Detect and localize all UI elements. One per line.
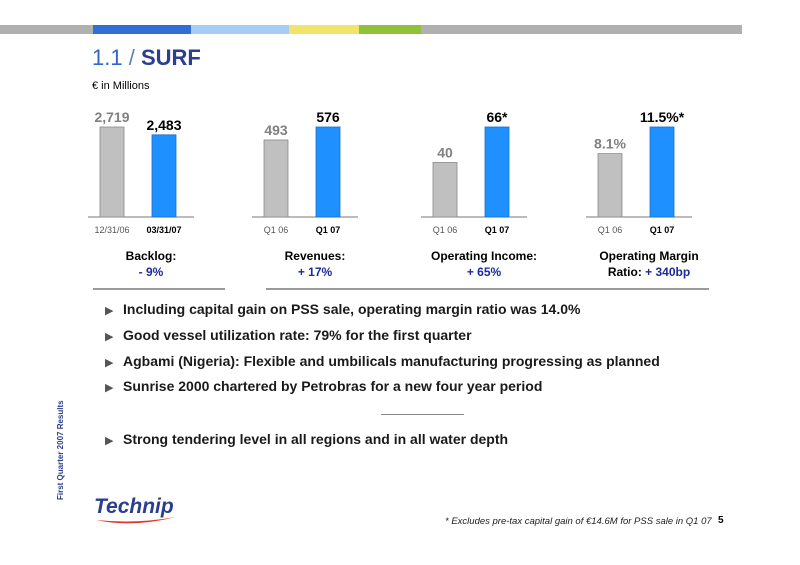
technip-logo: Technip xyxy=(92,493,182,534)
caption-delta: + 340bp xyxy=(645,265,691,279)
revenues-bar-1 xyxy=(263,139,289,218)
backlog-value-label-2: 2,483 xyxy=(146,117,181,133)
operating-margin-bar-2 xyxy=(649,126,675,218)
backlog-caption: Backlog: - 9% xyxy=(86,248,216,280)
backlog-category-label-2: 03/31/07 xyxy=(146,225,181,235)
revenues-value-label-1: 493 xyxy=(264,122,288,138)
operating-margin-value-label-2: 11.5%* xyxy=(640,109,685,125)
backlog-category-label-1: 12/31/06 xyxy=(94,225,129,235)
caption-label: Operating Income: xyxy=(430,249,537,263)
bullet-item: ▶ Agbami (Nigeria): Flexible and umbilica… xyxy=(105,353,660,369)
operating-margin-bar-1 xyxy=(597,153,623,218)
revenues-caption: Revenues: + 17% xyxy=(250,248,380,280)
page-number: 5 xyxy=(718,515,724,526)
revenues-value-label-2: 576 xyxy=(316,109,340,125)
strip-segment xyxy=(93,25,191,34)
caption-label-2: Ratio: xyxy=(607,265,642,279)
operating-margin-chart-svg: 8.1% Q1 06 11.5%* Q1 07 xyxy=(586,109,692,235)
strip-segment xyxy=(289,25,359,34)
bullet-text: Strong tendering level in all regions an… xyxy=(123,431,509,447)
triangle-bullet-icon: ▶ xyxy=(105,382,114,394)
section-number: 1.1 xyxy=(92,45,123,70)
strip-segment xyxy=(0,25,93,34)
revenues-category-label-1: Q1 06 xyxy=(264,225,289,235)
backlog-bar-2 xyxy=(151,134,177,218)
bullet-text: Good vessel utilization rate: 79% for th… xyxy=(123,327,472,343)
operating-income-caption: Operating Income: + 65% xyxy=(419,248,549,280)
bullet-text: Agbami (Nigeria): Flexible and umbilical… xyxy=(123,353,660,369)
triangle-bullet-icon: ▶ xyxy=(105,357,114,369)
unit-label: € in Millions xyxy=(92,80,150,92)
caption-delta: + 65% xyxy=(466,265,502,279)
title-slash: / xyxy=(128,45,135,70)
footnote: * Excludes pre-tax capital gain of €14.6… xyxy=(445,516,712,527)
operating-margin-category-label-2: Q1 07 xyxy=(650,225,675,235)
bullet-text: Sunrise 2000 chartered by Petrobras for … xyxy=(123,378,543,394)
operating-margin-value-label-1: 8.1% xyxy=(594,136,626,152)
strip-segment xyxy=(421,25,742,34)
backlog-bar-1 xyxy=(99,126,125,218)
caption-label: Operating Margin xyxy=(599,249,699,263)
logo-swoosh xyxy=(96,517,176,524)
page-title: 1.1 / SURF xyxy=(92,45,201,71)
separator-line xyxy=(381,414,464,415)
revenues-bar-2 xyxy=(315,126,341,218)
color-strip xyxy=(0,25,742,34)
operating-income-chart: 40 Q1 06 66* Q1 07 Operating Income: + 65% xyxy=(419,85,549,290)
operating-income-bar-1 xyxy=(432,162,458,218)
strip-segment xyxy=(359,25,421,34)
bullet-text: Including capital gain on PSS sale, oper… xyxy=(123,301,581,317)
caption-delta: - 9% xyxy=(138,265,164,279)
bullet-item: ▶ Sunrise 2000 chartered by Petrobras for… xyxy=(105,378,542,394)
operating-income-chart-svg: 40 Q1 06 66* Q1 07 xyxy=(421,109,527,235)
strip-segment xyxy=(191,25,289,34)
divider-line xyxy=(266,288,709,290)
caption-label: Backlog: xyxy=(125,249,177,263)
operating-income-value-label-2: 66* xyxy=(486,109,508,125)
backlog-chart-svg: 2,719 12/31/06 2,483 03/31/07 xyxy=(88,109,194,235)
backlog-chart: 2,719 12/31/06 2,483 03/31/07 Backlog: - 9% xyxy=(86,85,216,290)
operating-margin-caption: Operating Margin Ratio: + 340bp xyxy=(584,248,714,280)
side-text: First Quarter 2007 Results xyxy=(56,400,65,500)
operating-margin-category-label-1: Q1 06 xyxy=(598,225,623,235)
triangle-bullet-icon: ▶ xyxy=(105,331,114,343)
backlog-value-label-1: 2,719 xyxy=(94,109,129,125)
revenues-chart: 493 Q1 06 576 Q1 07 Revenues: + 17% xyxy=(250,85,380,290)
operating-income-value-label-1: 40 xyxy=(437,144,453,160)
bullet-item: ▶ Strong tendering level in all regions a… xyxy=(105,431,508,447)
logo-wordmark: Technip xyxy=(94,495,174,518)
revenues-chart-svg: 493 Q1 06 576 Q1 07 xyxy=(252,109,358,235)
operating-income-bar-2 xyxy=(484,126,510,218)
bullet-item: ▶ Good vessel utilization rate: 79% for t… xyxy=(105,327,472,343)
triangle-bullet-icon: ▶ xyxy=(105,435,114,447)
revenues-category-label-2: Q1 07 xyxy=(316,225,341,235)
operating-income-category-label-1: Q1 06 xyxy=(433,225,458,235)
operating-income-category-label-2: Q1 07 xyxy=(485,225,510,235)
divider-line xyxy=(93,288,225,290)
caption-label: Revenues: xyxy=(284,249,346,263)
caption-line-2: Ratio: + 340bp xyxy=(584,264,714,280)
bullet-item: ▶ Including capital gain on PSS sale, ope… xyxy=(105,301,580,317)
operating-margin-chart: 8.1% Q1 06 11.5%* Q1 07 Operating Margin Ra… xyxy=(584,85,714,290)
technip-logo-icon: Technip xyxy=(94,495,176,524)
section-title: SURF xyxy=(140,45,201,70)
caption-delta: + 17% xyxy=(297,265,333,279)
triangle-bullet-icon: ▶ xyxy=(105,305,114,317)
